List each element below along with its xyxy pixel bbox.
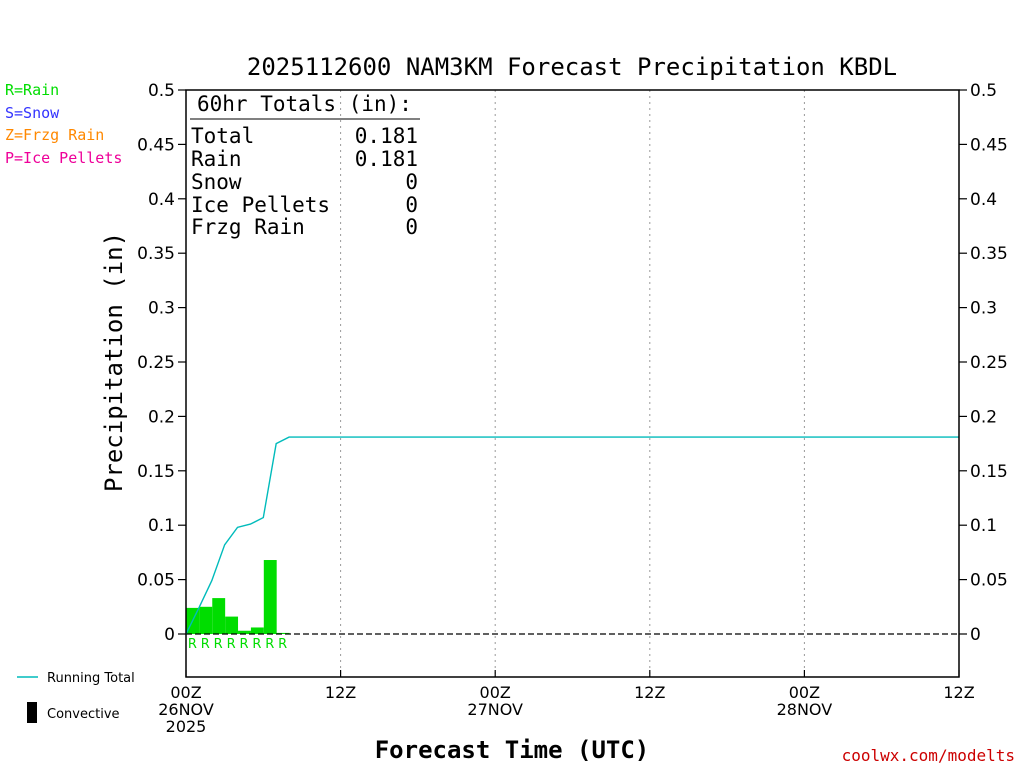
totals-rain-label: Rain (191, 147, 242, 171)
legend-ice-pellets: P=Ice Pellets (5, 149, 122, 167)
y-tick-label-right: 0.25 (970, 353, 1008, 373)
plot-frame (185, 89, 960, 678)
x-tick-label: 12Z (325, 683, 356, 702)
x-axis-label: Forecast Time (UTC) (375, 736, 650, 764)
precip-type-label: R (214, 637, 223, 652)
totals-rain-value: 0.181 (355, 147, 418, 171)
y-tick-label: 0.45 (137, 135, 175, 155)
y-tick-label-right: 0 (970, 625, 981, 645)
y-tick-label-right: 0.2 (970, 407, 997, 427)
y-tick-label-right: 0.4 (970, 190, 997, 210)
grid-lines (340, 90, 805, 677)
y-tick-label: 0.3 (148, 299, 175, 319)
x-tick-label: 00Z (480, 683, 511, 702)
precip-type-legend: R=Rain S=Snow Z=Frzg Rain P=Ice Pellets (5, 81, 122, 167)
convective-legend-label: Convective (47, 707, 120, 722)
precip-type-label: R (239, 637, 248, 652)
totals-ice-label: Ice Pellets (191, 193, 330, 217)
y-tick-label-right: 0.15 (970, 462, 1008, 482)
y-tick-label: 0 (164, 625, 175, 645)
y-tick-label-right: 0.3 (970, 299, 997, 319)
precip-bar (225, 616, 239, 634)
x-tick-label: 12Z (943, 683, 974, 702)
chart-title: 2025112600 NAM3KM Forecast Precipitation… (247, 53, 897, 81)
totals-box: 60hr Totals (in): Total 0.181 Rain 0.181… (190, 92, 420, 239)
totals-total-value: 0.181 (355, 124, 418, 148)
y-tick-label: 0.05 (137, 571, 175, 591)
totals-snow-value: 0 (405, 170, 418, 194)
totals-snow-label: Snow (191, 170, 242, 194)
precip-type-label: R (201, 637, 210, 652)
x-tick-label: 00Z (170, 683, 201, 702)
y-tick-label-right: 0.05 (970, 571, 1008, 591)
y-tick-label-right: 0.5 (970, 81, 997, 101)
x-tick-label: 00Z (789, 683, 820, 702)
y-tick-label-right: 0.35 (970, 244, 1008, 264)
convective-swatch (27, 702, 37, 723)
source-credit: coolwx.com/modelts (842, 746, 1015, 765)
running-total-legend-label: Running Total (47, 671, 135, 686)
legend-snow: S=Snow (5, 104, 60, 122)
precip-bar (199, 606, 213, 634)
x-tick-label: 27NOV (467, 700, 523, 719)
totals-frzg-value: 0 (405, 215, 418, 239)
legend-frzg-rain: Z=Frzg Rain (5, 126, 104, 144)
totals-ice-value: 0 (405, 193, 418, 217)
y-tick-label-right: 0.1 (970, 516, 997, 536)
precip-bar (276, 632, 290, 634)
precip-bar (250, 627, 264, 634)
y-axis-left-ticks: 0 0.05 0.1 0.15 0.2 0.25 0.3 0.35 0.4 0.45 0.5 (137, 81, 186, 645)
precip-bar (263, 560, 277, 634)
y-tick-label-right: 0.45 (970, 135, 1008, 155)
totals-total-label: Total (191, 124, 254, 148)
precip-bar (238, 630, 251, 634)
precip-type-label: R (265, 637, 274, 652)
x-tick-label: 28NOV (777, 700, 833, 719)
precip-type-label: R (278, 637, 287, 652)
y-tick-label: 0.5 (148, 81, 175, 101)
hourly-precip-bars (186, 560, 290, 634)
y-axis-label: Precipitation (in) (100, 232, 128, 492)
y-axis-right-ticks: 0 0.05 0.1 0.15 0.2 0.25 0.3 0.35 0.4 0.45 0.5 (959, 81, 1008, 645)
precip-type-label: R (252, 637, 261, 652)
x-tick-label: 2025 (166, 717, 207, 736)
precip-type-label: R (227, 637, 236, 652)
totals-header: 60hr Totals (in): (197, 92, 412, 116)
precip-bar (212, 598, 226, 634)
running-total-line (185, 436, 959, 635)
y-tick-label: 0.4 (148, 190, 175, 210)
series-legend: Running Total Convective (17, 671, 135, 723)
totals-frzg-label: Frzg Rain (191, 215, 305, 239)
y-tick-label: 0.35 (137, 244, 175, 264)
precip-type-label: R (188, 637, 197, 652)
y-tick-label: 0.25 (137, 353, 175, 373)
y-tick-label: 0.15 (137, 462, 175, 482)
y-tick-label: 0.2 (148, 407, 175, 427)
legend-rain: R=Rain (5, 81, 59, 99)
x-tick-label: 12Z (634, 683, 665, 702)
y-tick-label: 0.1 (148, 516, 175, 536)
x-tick-label: 26NOV (158, 700, 214, 719)
